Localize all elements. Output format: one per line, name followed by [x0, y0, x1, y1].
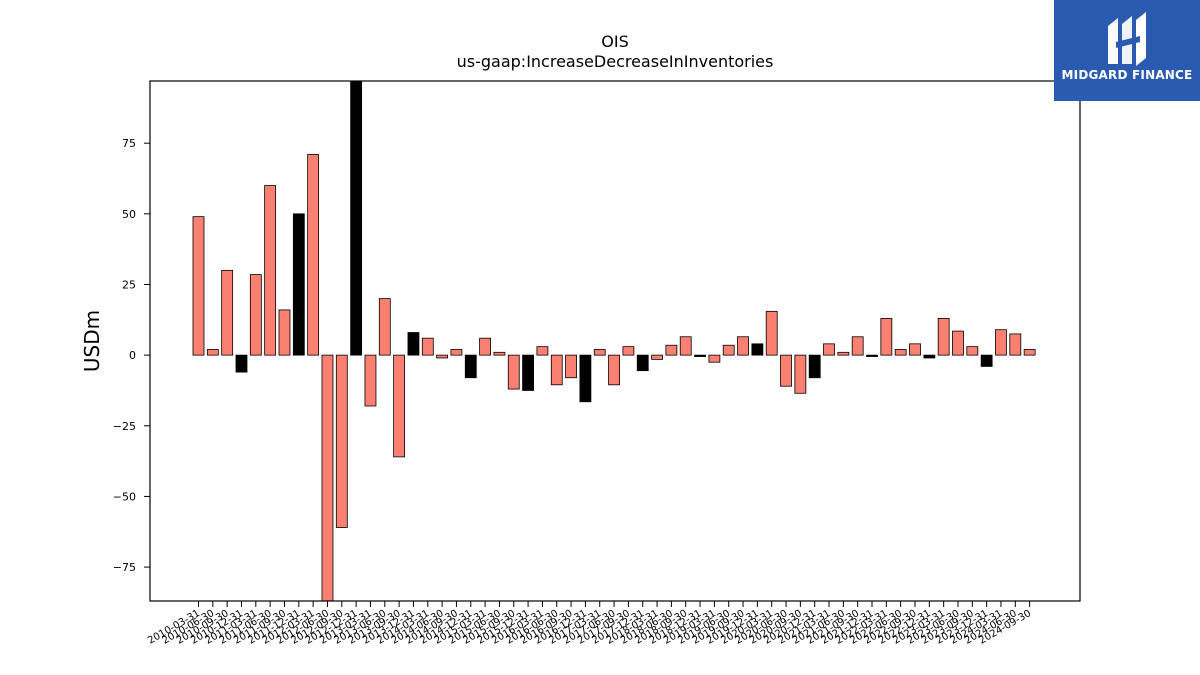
bar-2018-03-31: [651, 354, 663, 360]
y-tick-label: −50: [113, 490, 136, 503]
bar-2011-12-31: [292, 213, 305, 356]
midgard-logo-icon: [1108, 12, 1146, 66]
bar-2019-03-31: [708, 354, 721, 363]
y-tick-label: 0: [129, 349, 136, 362]
bar-2021-12-31: [866, 354, 878, 357]
bar-2015-12-31: [522, 354, 534, 391]
bar-2018-09-30: [679, 336, 692, 356]
bar-2021-03-31: [823, 343, 835, 356]
logo-text: MIDGARD FINANCE: [1061, 68, 1193, 82]
bar-2010-12-31: [235, 354, 248, 373]
bar-2014-03-31: [421, 337, 434, 356]
bar-2022-06-30: [894, 349, 907, 356]
bar-2013-06-30: [378, 298, 391, 356]
bar-2020-09-30: [794, 354, 807, 394]
y-tick-label: −75: [113, 561, 136, 574]
bar-2010-09-30: [221, 269, 234, 356]
bar-2024-03-31: [995, 329, 1007, 356]
bar-2020-12-31: [808, 354, 821, 379]
bar-2022-09-30: [909, 343, 921, 356]
bar-2011-06-30: [264, 185, 277, 356]
bar-2022-03-31: [880, 317, 893, 356]
bar-2016-09-30: [565, 354, 577, 379]
bar-2014-12-31: [464, 354, 477, 379]
bar-2015-09-30: [507, 354, 520, 390]
bar-2010-06-30: [206, 349, 219, 356]
bar-2024-06-30: [1009, 333, 1022, 356]
bar-2023-03-31: [937, 317, 950, 356]
y-axis-label: USDm: [80, 310, 104, 372]
bar-2018-06-30: [665, 344, 678, 356]
bar-2012-09-30: [335, 354, 348, 528]
y-tick-label: 50: [122, 208, 136, 221]
bar-2017-12-31: [636, 354, 649, 372]
y-tick-label: 75: [122, 137, 136, 150]
bar-2014-06-30: [436, 354, 449, 359]
chart-title: OIS: [601, 32, 628, 51]
bar-2010-03-31: [192, 216, 205, 356]
bar-2012-03-31: [307, 154, 320, 356]
bar-2020-06-30: [780, 354, 792, 387]
y-axis: −75 −50 −25 0 25 50 75: [113, 137, 150, 574]
bar-2021-09-30: [851, 336, 864, 356]
bar-2016-12-31: [579, 354, 592, 403]
bar-2023-06-30: [952, 330, 964, 356]
bar-2015-03-31: [479, 337, 492, 356]
bar-2019-06-30: [722, 344, 735, 356]
bar-2017-03-31: [593, 349, 606, 356]
bar-2024-09-30: [1023, 349, 1036, 356]
bars-group: [192, 80, 1036, 602]
bar-2011-03-31: [249, 274, 262, 356]
x-axis: 2010-03-312010-06-302010-09-302010-12-31…: [146, 601, 1033, 647]
bar-2019-09-30: [737, 336, 749, 356]
bar-2017-06-30: [608, 354, 620, 386]
bar-2013-09-30: [393, 354, 406, 458]
bar-2015-06-30: [493, 351, 506, 356]
plot-frame: [149, 80, 1081, 602]
bar-2023-12-31: [980, 354, 993, 367]
bar-2016-06-30: [550, 354, 563, 386]
bar-2023-09-30: [966, 346, 979, 356]
bar-2011-09-30: [278, 309, 291, 356]
bar-2013-03-31: [364, 354, 377, 407]
bar-2013-12-31: [407, 332, 420, 356]
bar-2012-06-30: [321, 354, 334, 602]
y-tick-label: 25: [122, 278, 136, 291]
bar-2021-06-30: [837, 351, 850, 356]
bar-2014-09-30: [450, 349, 463, 356]
bar-2018-12-31: [694, 354, 706, 357]
midgard-finance-logo: MIDGARD FINANCE: [1054, 0, 1200, 101]
bar-2020-03-31: [765, 310, 778, 356]
y-tick-label: −25: [113, 420, 136, 433]
chart-subtitle: us-gaap:IncreaseDecreaseInInventories: [457, 52, 774, 71]
bar-2017-09-30: [622, 346, 635, 356]
bar-2012-12-31: [350, 80, 363, 356]
bar-2022-12-31: [923, 354, 936, 359]
bar-2019-12-31: [751, 343, 764, 356]
bar-2016-03-31: [536, 346, 549, 356]
